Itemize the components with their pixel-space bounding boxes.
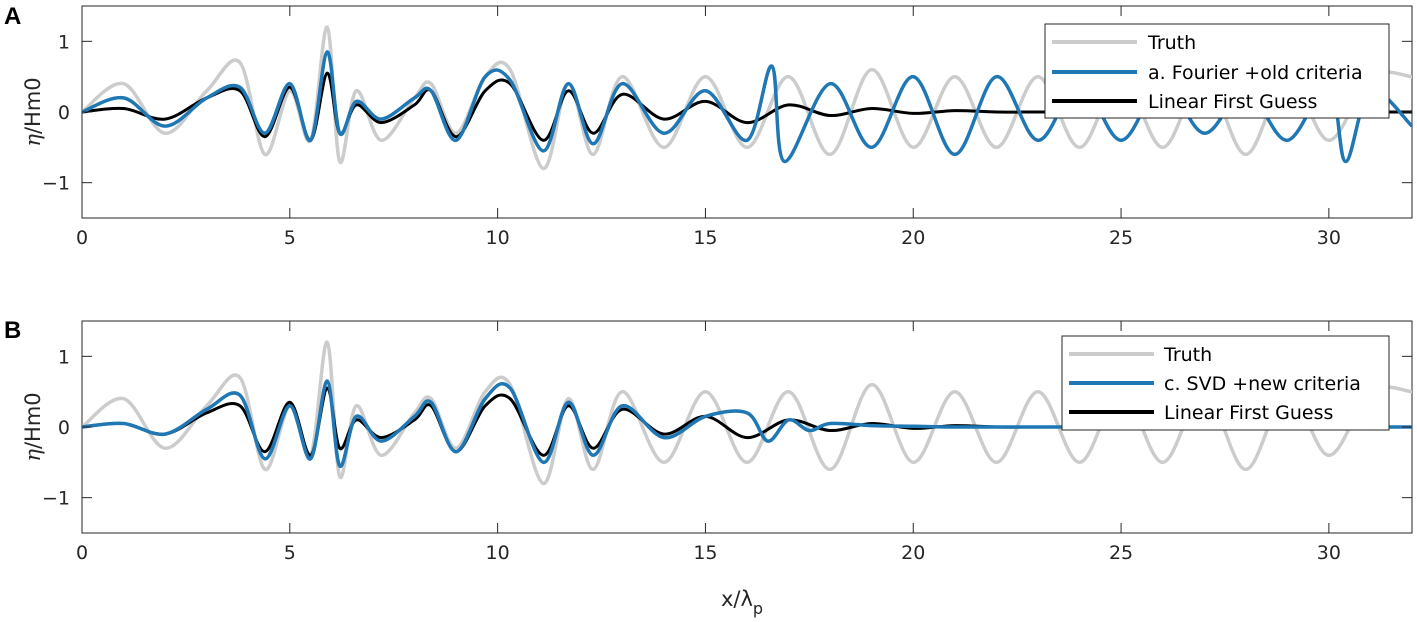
panel-a-x-ticks: 0 5 10 15 20 25 30 <box>76 6 1341 249</box>
x-tick-label: 0 <box>76 542 88 564</box>
panel-a-y-axis-label: η/Hm0 <box>21 77 45 146</box>
panel-a-y-label-symbol: η <box>21 134 45 147</box>
y-tick-label: −1 <box>42 488 70 510</box>
x-tick-label: 5 <box>284 542 296 564</box>
panel-b-legend-label-svd: c. SVD +new criteria <box>1164 373 1361 395</box>
panel-a-legend-label-truth: Truth <box>1147 32 1196 54</box>
x-tick-label: 10 <box>486 542 510 564</box>
y-tick-label: 1 <box>58 31 70 53</box>
x-tick-label: 20 <box>901 227 925 249</box>
panel-a-y-label-rest: /Hm0 <box>21 77 45 134</box>
panel-a: A 0 5 10 15 20 25 30 −1 0 1 η/Hm0 Truth a. Fouri… <box>4 3 1413 249</box>
panel-a-legend-label-fourier: a. Fourier +old criteria <box>1148 62 1363 84</box>
panel-b-legend: Truth c. SVD +new criteria Linear First … <box>1061 335 1390 431</box>
x-tick-label: 5 <box>284 227 296 249</box>
x-tick-label: 15 <box>693 227 717 249</box>
panel-b-x-ticks: 0 5 10 15 20 25 30 <box>76 321 1341 564</box>
y-tick-label: 1 <box>58 346 70 368</box>
panel-a-legend: Truth a. Fourier +old criteria Linear Fi… <box>1044 23 1390 119</box>
y-tick-label: 0 <box>58 102 70 124</box>
x-tick-label: 20 <box>901 542 925 564</box>
x-axis-label: x/λp <box>721 587 763 618</box>
panel-a-letter: A <box>4 3 21 30</box>
x-tick-label: 0 <box>76 227 88 249</box>
panel-b: B 0 5 10 15 20 25 30 −1 0 1 η/Hm0 x/λp Truth c. … <box>4 317 1413 618</box>
x-tick-label: 15 <box>693 542 717 564</box>
panel-b-legend-label-linear: Linear First Guess <box>1164 402 1333 424</box>
panel-b-legend-label-truth: Truth <box>1163 344 1212 366</box>
panel-a-legend-label-linear: Linear First Guess <box>1148 91 1317 113</box>
x-tick-label: 25 <box>1109 227 1133 249</box>
panel-a-y-ticks: −1 0 1 <box>42 31 1412 195</box>
x-axis-label-sub: p <box>753 599 763 618</box>
y-tick-label: 0 <box>58 417 70 439</box>
x-tick-label: 25 <box>1109 542 1133 564</box>
panel-b-y-ticks: −1 0 1 <box>42 346 1412 510</box>
x-axis-label-main: x/λ <box>721 587 753 611</box>
y-tick-label: −1 <box>42 173 70 195</box>
panel-b-y-label-rest: /Hm0 <box>21 392 45 449</box>
x-tick-label: 30 <box>1317 542 1341 564</box>
panel-b-y-axis-label: η/Hm0 <box>21 392 45 461</box>
panel-b-y-label-symbol: η <box>21 449 45 462</box>
panel-b-letter: B <box>4 317 21 344</box>
x-tick-label: 10 <box>486 227 510 249</box>
x-tick-label: 30 <box>1317 227 1341 249</box>
